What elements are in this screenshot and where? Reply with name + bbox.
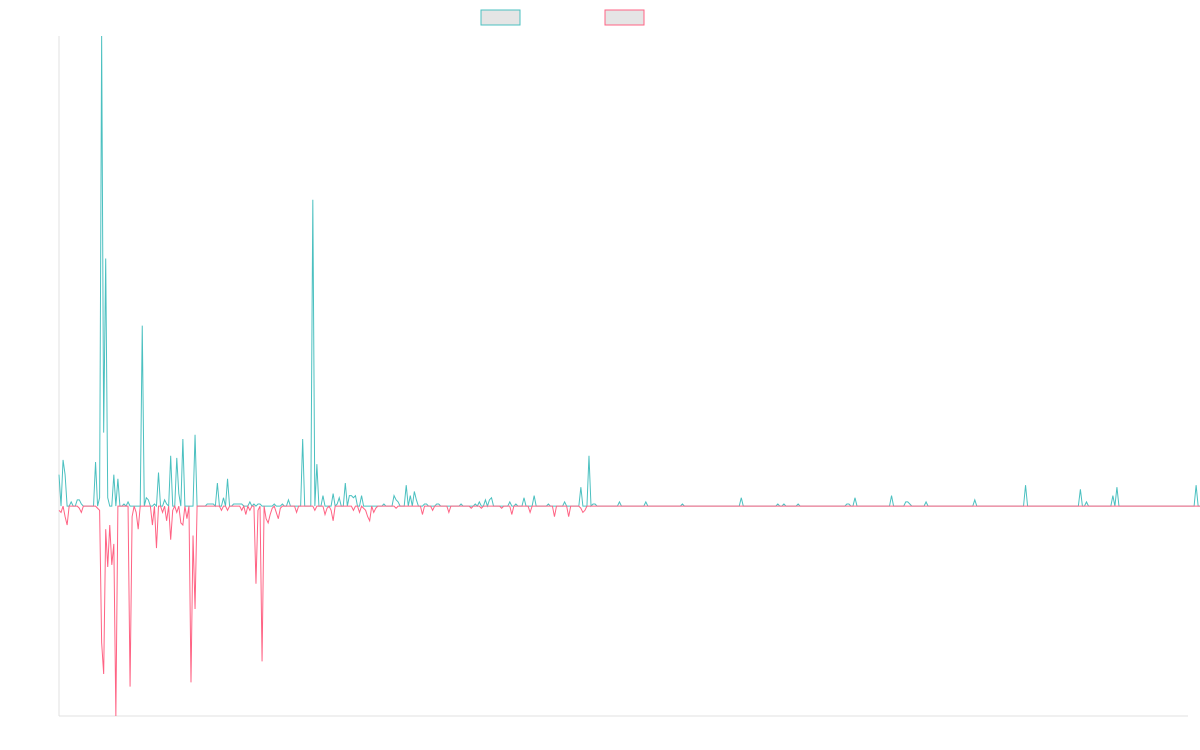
series-line-1 (58, 35, 1200, 508)
legend-swatch-series-1[interactable] (480, 9, 521, 26)
legend[interactable] (480, 9, 645, 26)
axes (58, 36, 1188, 717)
legend-swatch-series-2[interactable] (604, 9, 645, 26)
plot-area (58, 35, 1200, 717)
series-line-2 (58, 504, 1200, 717)
